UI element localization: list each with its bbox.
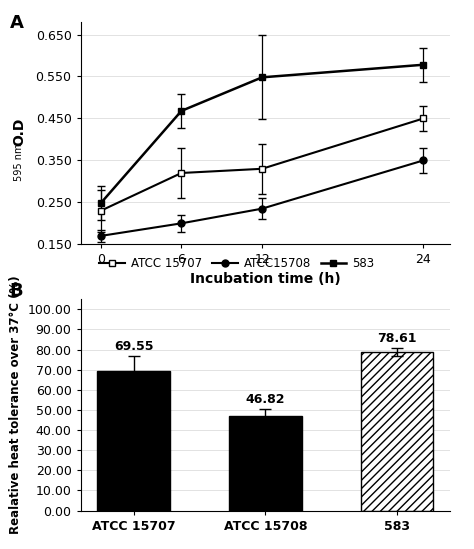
- Bar: [229, 416, 301, 511]
- Text: 595 nm: 595 nm: [14, 143, 24, 181]
- Text: 69.55: 69.55: [114, 340, 154, 354]
- X-axis label: Incubation time (h): Incubation time (h): [190, 272, 341, 286]
- Text: O.D: O.D: [12, 117, 26, 146]
- Text: B: B: [9, 282, 23, 300]
- Y-axis label: Realative heat tolerance over 37°C (%): Realative heat tolerance over 37°C (%): [9, 276, 22, 534]
- Text: 46.82: 46.82: [246, 393, 285, 406]
- Text: 78.61: 78.61: [377, 332, 417, 345]
- Legend: ATCC 15707, ATCC15708, 583: ATCC 15707, ATCC15708, 583: [95, 253, 379, 275]
- Bar: [97, 371, 170, 511]
- Bar: [361, 352, 434, 511]
- Text: A: A: [9, 14, 23, 32]
